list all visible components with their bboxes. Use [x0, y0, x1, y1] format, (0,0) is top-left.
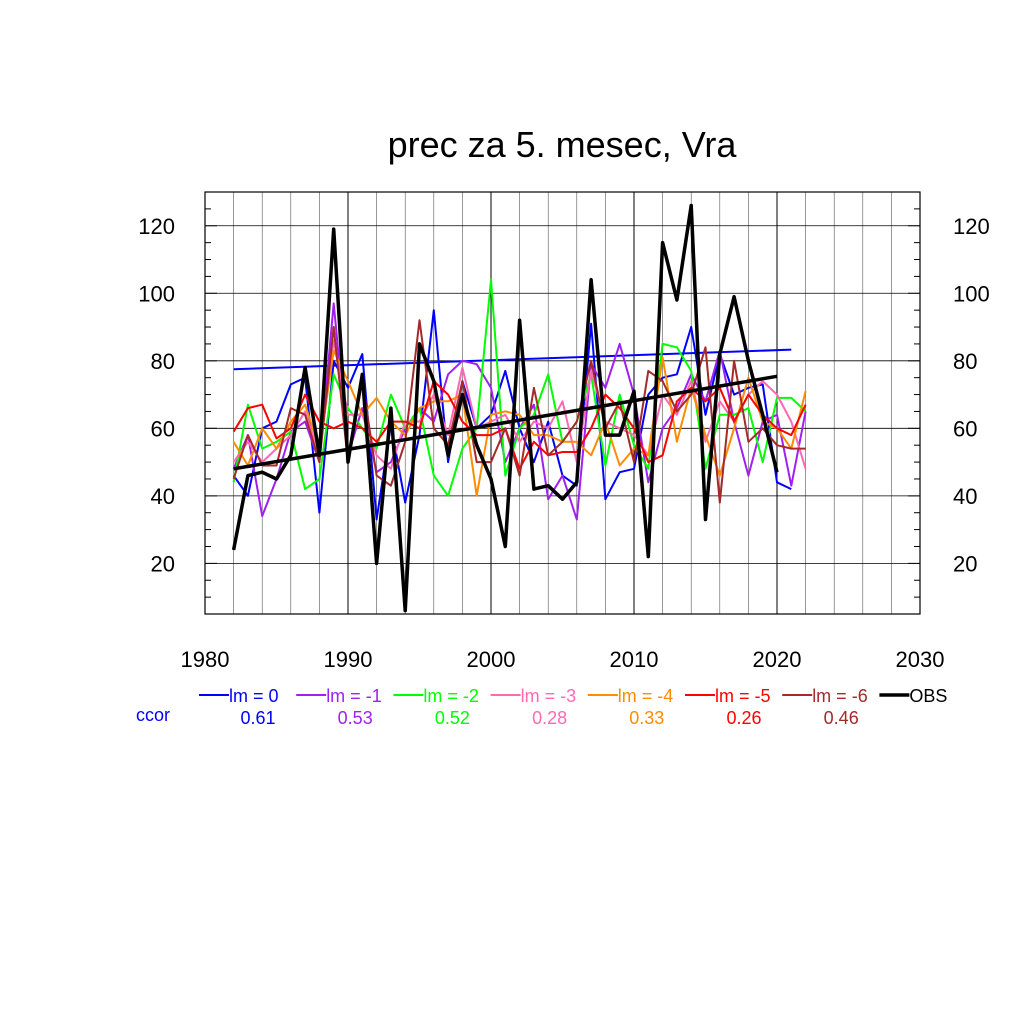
y-tick-label-left: 60	[151, 416, 175, 441]
series-line	[232, 319, 806, 504]
x-tick-label: 2000	[467, 647, 516, 672]
ccor-value: 0.53	[338, 708, 373, 728]
legend-label: OBS	[909, 686, 947, 706]
ccor-value: 0.46	[824, 708, 859, 728]
chart-grid	[205, 192, 920, 614]
y-tick-label-right: 40	[953, 484, 977, 509]
x-tick-label: 1990	[324, 647, 373, 672]
y-tick-label-right: 100	[953, 281, 990, 306]
series-layer	[231, 203, 807, 613]
ccor-value: 0.61	[240, 708, 275, 728]
legend-label: lm = -5	[715, 686, 771, 706]
y-tick-label-left: 100	[138, 281, 175, 306]
y-tick-label-right: 20	[953, 551, 977, 576]
y-tick-label-right: 80	[953, 349, 977, 374]
y-tick-label-right: 60	[953, 416, 977, 441]
x-tick-label: 1980	[181, 647, 230, 672]
obs-trend-line	[233, 374, 778, 471]
y-tick-label-left: 20	[151, 551, 175, 576]
legend-label: lm = -4	[618, 686, 674, 706]
axis-ticks	[204, 192, 921, 614]
legend-label: lm = 0	[229, 686, 279, 706]
ccor-label: ccor	[136, 705, 170, 725]
x-tick-label: 2020	[753, 647, 802, 672]
x-tick-label: 2010	[610, 647, 659, 672]
chart-title: prec za 5. mesec, Vra	[388, 124, 738, 165]
obs-line	[231, 203, 779, 613]
legend-label: lm = -3	[521, 686, 577, 706]
ccor-value: 0.28	[532, 708, 567, 728]
ccor-value: 0.52	[435, 708, 470, 728]
y-tick-label-left: 120	[138, 214, 175, 239]
y-tick-label-right: 120	[953, 214, 990, 239]
ccor-value: 0.26	[726, 708, 761, 728]
x-tick-label: 2030	[896, 647, 945, 672]
legend-label: lm = -1	[326, 686, 382, 706]
plot-frame	[204, 191, 921, 615]
y-tick-label-left: 80	[151, 349, 175, 374]
legend-label: lm = -6	[812, 686, 868, 706]
y-tick-label-left: 40	[151, 484, 175, 509]
legend-label: lm = -2	[423, 686, 479, 706]
ccor-value: 0.33	[629, 708, 664, 728]
